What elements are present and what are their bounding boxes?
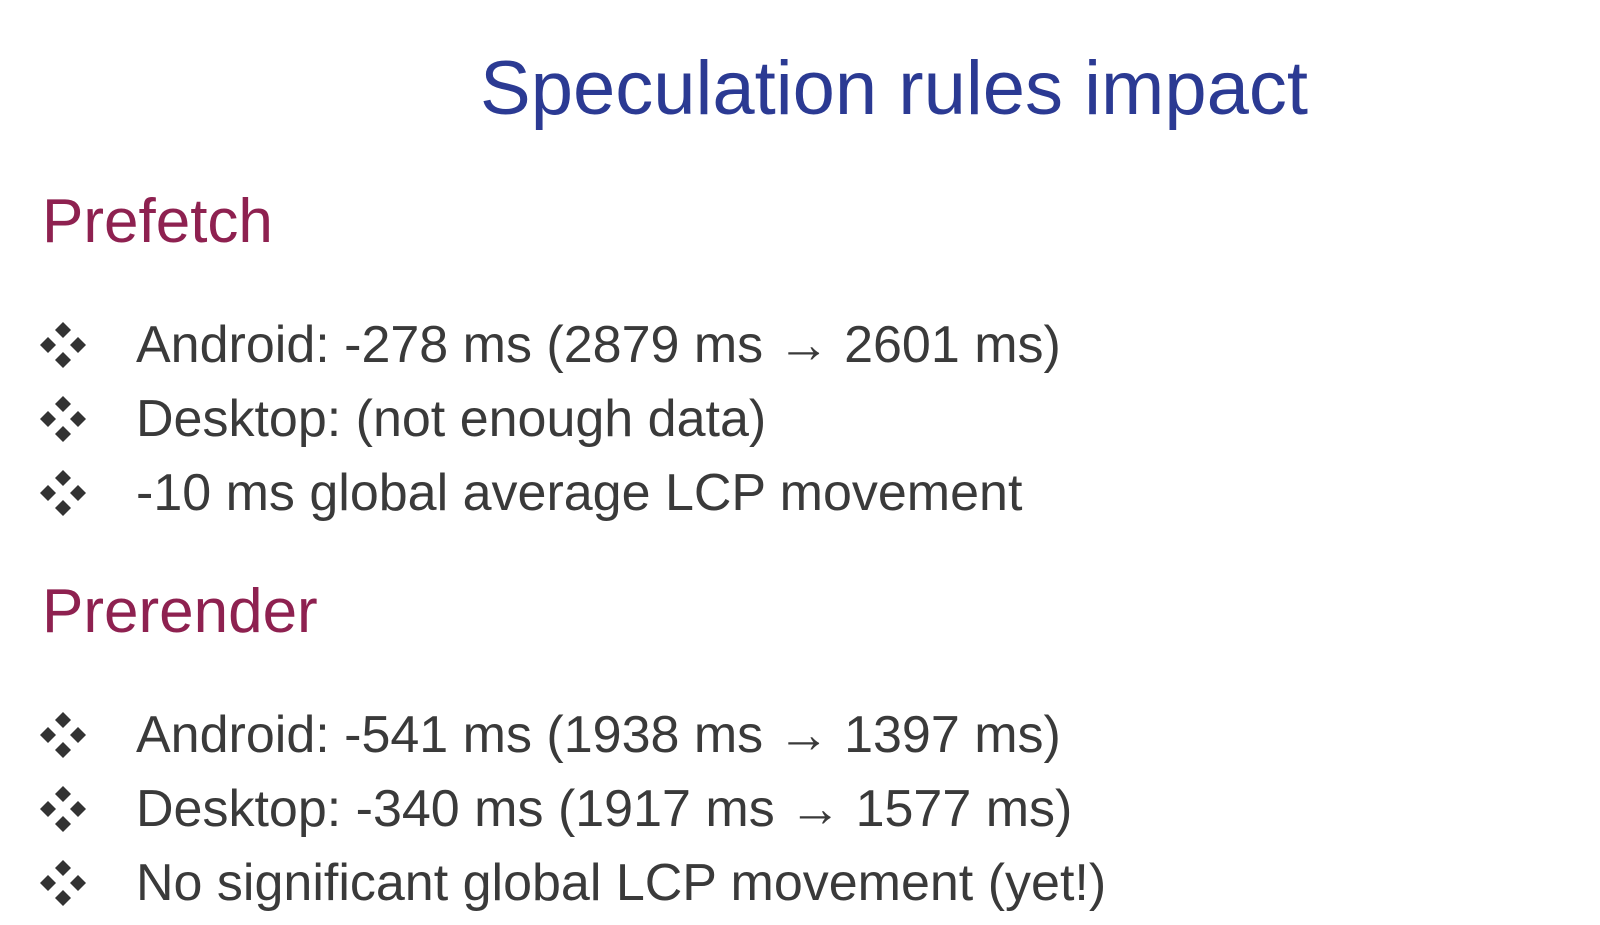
bullet-item: Android: -278 ms (2879 ms → 2601 ms) bbox=[36, 308, 1061, 382]
four-diamond-bullet-icon bbox=[36, 318, 90, 372]
bullet-text: Desktop: -340 ms (1917 ms → 1577 ms) bbox=[136, 780, 1073, 838]
bullet-text: Android: -541 ms (1938 ms → 1397 ms) bbox=[136, 706, 1061, 764]
four-diamond-bullet-icon bbox=[36, 466, 90, 520]
four-diamond-bullet-icon bbox=[36, 782, 90, 836]
bullet-text: No significant global LCP movement (yet!… bbox=[136, 854, 1107, 912]
bullet-text: Desktop: (not enough data) bbox=[136, 390, 767, 448]
bullet-item: No significant global LCP movement (yet!… bbox=[36, 846, 1106, 920]
bullet-list-prefetch: Android: -278 ms (2879 ms → 2601 ms) Des… bbox=[36, 308, 1061, 530]
slide-title: Speculation rules impact bbox=[480, 46, 1308, 131]
four-diamond-bullet-icon bbox=[36, 708, 90, 762]
section-heading-prefetch: Prefetch bbox=[42, 187, 273, 256]
four-diamond-bullet-icon bbox=[36, 392, 90, 446]
bullet-item: -10 ms global average LCP movement bbox=[36, 456, 1061, 530]
bullet-text: -10 ms global average LCP movement bbox=[136, 464, 1023, 522]
bullet-text: Android: -278 ms (2879 ms → 2601 ms) bbox=[136, 316, 1061, 374]
section-heading-prerender: Prerender bbox=[42, 577, 318, 646]
bullet-list-prerender: Android: -541 ms (1938 ms → 1397 ms) Des… bbox=[36, 698, 1106, 920]
four-diamond-bullet-icon bbox=[36, 856, 90, 910]
bullet-item: Android: -541 ms (1938 ms → 1397 ms) bbox=[36, 698, 1106, 772]
bullet-item: Desktop: -340 ms (1917 ms → 1577 ms) bbox=[36, 772, 1106, 846]
bullet-item: Desktop: (not enough data) bbox=[36, 382, 1061, 456]
